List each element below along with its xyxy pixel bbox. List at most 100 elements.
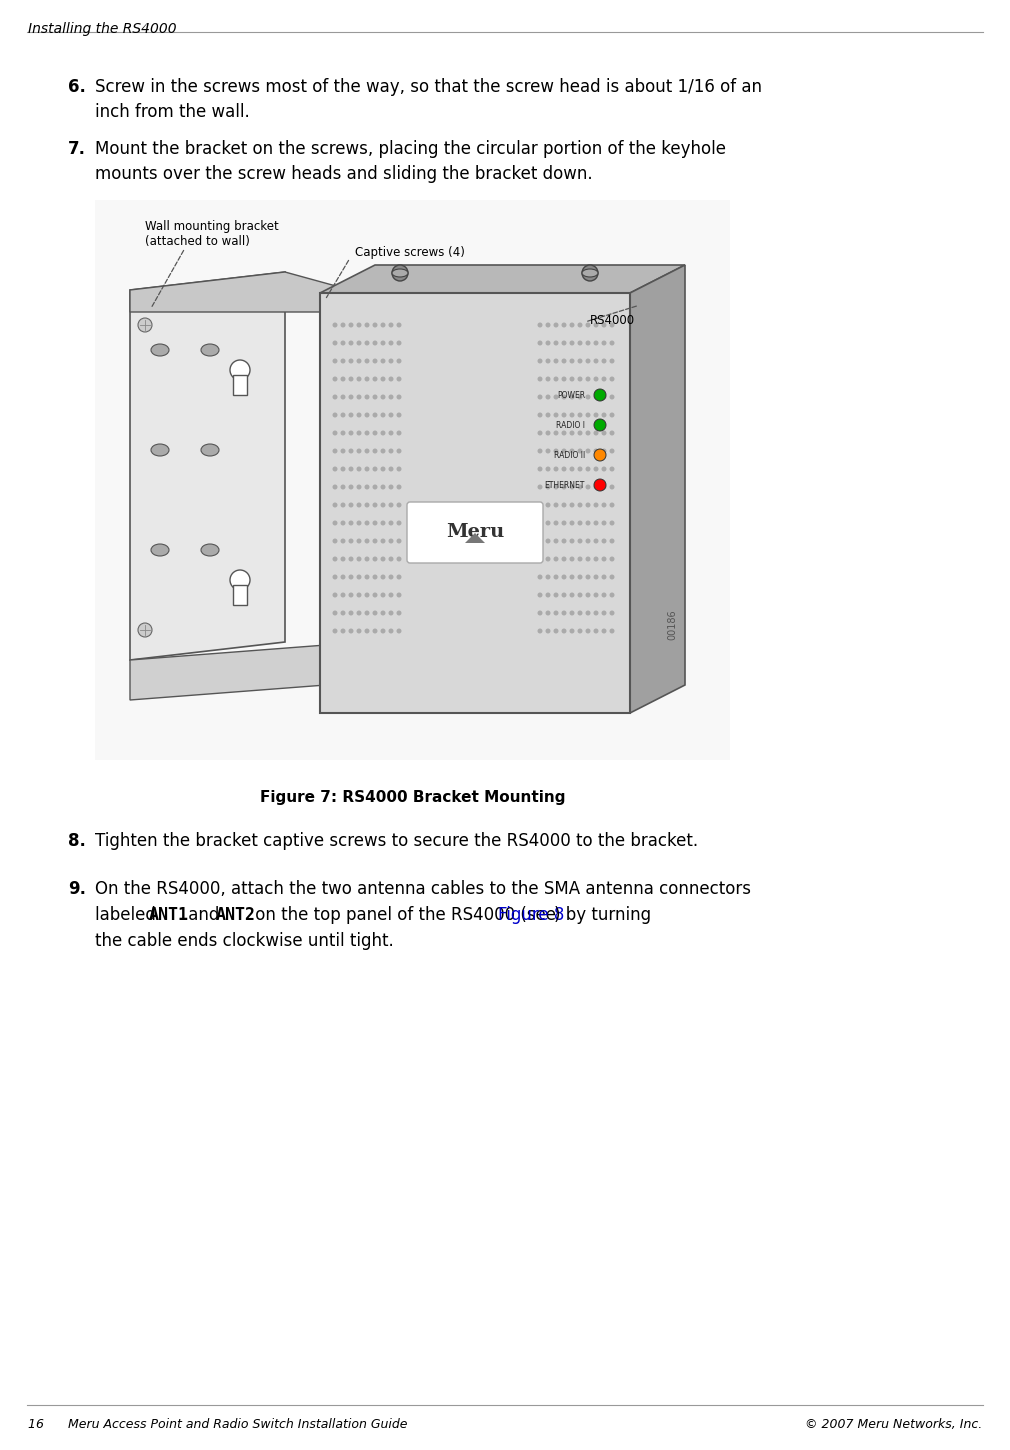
Circle shape — [562, 628, 567, 634]
Circle shape — [381, 521, 386, 525]
Circle shape — [365, 467, 370, 471]
Circle shape — [365, 358, 370, 364]
Circle shape — [594, 322, 599, 328]
Ellipse shape — [201, 544, 219, 555]
Circle shape — [553, 503, 559, 508]
Circle shape — [545, 341, 550, 345]
Circle shape — [594, 419, 606, 431]
Circle shape — [397, 593, 402, 597]
Circle shape — [586, 394, 591, 400]
Circle shape — [578, 557, 583, 561]
Circle shape — [562, 448, 567, 454]
Text: RADIO I: RADIO I — [556, 420, 585, 429]
Circle shape — [373, 593, 378, 597]
Circle shape — [340, 394, 345, 400]
Circle shape — [586, 574, 591, 580]
Circle shape — [373, 377, 378, 381]
Circle shape — [389, 341, 394, 345]
Circle shape — [373, 557, 378, 561]
Circle shape — [365, 503, 370, 508]
Circle shape — [357, 448, 362, 454]
Circle shape — [562, 431, 567, 435]
Circle shape — [545, 484, 550, 490]
Circle shape — [570, 610, 575, 615]
Circle shape — [562, 557, 567, 561]
Circle shape — [578, 467, 583, 471]
Circle shape — [389, 574, 394, 580]
Circle shape — [562, 358, 567, 364]
Circle shape — [609, 341, 614, 345]
Circle shape — [609, 610, 614, 615]
Circle shape — [397, 377, 402, 381]
Circle shape — [545, 503, 550, 508]
Circle shape — [594, 389, 606, 402]
Text: ANT1: ANT1 — [148, 906, 189, 924]
Circle shape — [594, 557, 599, 561]
Circle shape — [545, 431, 550, 435]
Text: Figure 8: Figure 8 — [498, 906, 565, 924]
Circle shape — [365, 574, 370, 580]
Circle shape — [357, 341, 362, 345]
Circle shape — [578, 538, 583, 544]
Circle shape — [381, 467, 386, 471]
Circle shape — [365, 538, 370, 544]
Circle shape — [537, 521, 542, 525]
Text: POWER: POWER — [557, 390, 585, 400]
Circle shape — [537, 557, 542, 561]
Circle shape — [537, 377, 542, 381]
Circle shape — [578, 431, 583, 435]
FancyBboxPatch shape — [407, 502, 543, 563]
Circle shape — [537, 394, 542, 400]
Circle shape — [365, 394, 370, 400]
Circle shape — [373, 574, 378, 580]
Circle shape — [397, 358, 402, 364]
Circle shape — [562, 538, 567, 544]
Circle shape — [609, 574, 614, 580]
Text: RS4000: RS4000 — [590, 315, 635, 328]
Text: On the RS4000, attach the two antenna cables to the SMA antenna connectors: On the RS4000, attach the two antenna ca… — [95, 880, 751, 898]
Circle shape — [586, 628, 591, 634]
Text: the cable ends clockwise until tight.: the cable ends clockwise until tight. — [95, 932, 394, 950]
Circle shape — [578, 521, 583, 525]
Circle shape — [357, 557, 362, 561]
Circle shape — [545, 377, 550, 381]
Circle shape — [340, 538, 345, 544]
Circle shape — [545, 628, 550, 634]
Bar — [320, 293, 630, 713]
Circle shape — [570, 628, 575, 634]
Circle shape — [537, 467, 542, 471]
Circle shape — [381, 503, 386, 508]
Text: ) by turning: ) by turning — [554, 906, 651, 924]
Circle shape — [594, 450, 606, 461]
Circle shape — [537, 628, 542, 634]
Circle shape — [340, 628, 345, 634]
Circle shape — [340, 521, 345, 525]
Circle shape — [562, 521, 567, 525]
Circle shape — [553, 358, 559, 364]
Circle shape — [348, 593, 354, 597]
Circle shape — [586, 610, 591, 615]
Circle shape — [586, 538, 591, 544]
Circle shape — [570, 448, 575, 454]
Circle shape — [397, 628, 402, 634]
Circle shape — [348, 358, 354, 364]
Circle shape — [594, 377, 599, 381]
Circle shape — [340, 467, 345, 471]
Circle shape — [365, 322, 370, 328]
Text: ANT2: ANT2 — [216, 906, 257, 924]
Circle shape — [594, 538, 599, 544]
Circle shape — [340, 593, 345, 597]
Circle shape — [594, 448, 599, 454]
Circle shape — [340, 610, 345, 615]
Circle shape — [348, 322, 354, 328]
Circle shape — [570, 538, 575, 544]
Circle shape — [553, 394, 559, 400]
Circle shape — [348, 377, 354, 381]
Circle shape — [609, 503, 614, 508]
Circle shape — [545, 467, 550, 471]
Text: ETHERNET: ETHERNET — [544, 480, 585, 490]
Circle shape — [389, 412, 394, 418]
Circle shape — [545, 412, 550, 418]
Circle shape — [578, 574, 583, 580]
Circle shape — [594, 431, 599, 435]
